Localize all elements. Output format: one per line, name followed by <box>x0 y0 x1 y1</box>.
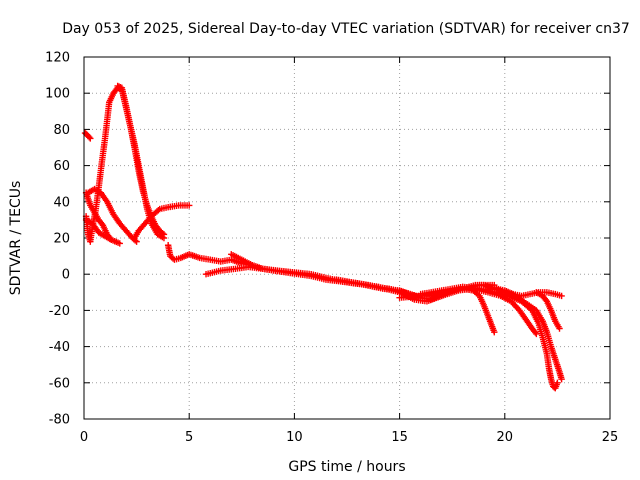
y-tick-label: 60 <box>53 159 70 174</box>
series-track-14 <box>484 283 565 300</box>
data-point <box>532 329 539 336</box>
data-point <box>554 379 561 386</box>
data-point <box>556 325 563 332</box>
x-tick-label: 15 <box>391 430 408 445</box>
y-tick-label: -80 <box>49 413 70 428</box>
data-point <box>159 229 166 237</box>
data-point <box>133 238 140 245</box>
y-tick-label: 0 <box>62 268 70 283</box>
y-tick-label: 120 <box>45 51 70 66</box>
series-track-08 <box>164 242 256 269</box>
y-tick-label: -20 <box>49 304 70 319</box>
x-tick-label: 20 <box>497 430 514 445</box>
x-tick-label: 10 <box>286 430 303 445</box>
data-point <box>186 202 193 209</box>
data-point <box>87 135 94 142</box>
data-point <box>558 375 565 383</box>
data-point <box>160 231 168 238</box>
series-track-07 <box>114 82 168 238</box>
data-point <box>86 134 93 141</box>
x-axis-label: GPS time / hours <box>288 459 405 475</box>
y-tick-label: 80 <box>53 123 70 138</box>
series-track-11 <box>333 276 540 338</box>
x-tick-labels: 0 5 10 15 20 25 <box>80 430 618 445</box>
grid <box>84 57 610 419</box>
plot-frame <box>83 56 611 420</box>
chart-title: Day 053 of 2025, Sidereal Day-to-day VTE… <box>62 21 630 37</box>
data-point <box>491 328 498 336</box>
y-tick-label: 100 <box>45 87 70 102</box>
series-track-15 <box>533 289 563 332</box>
x-tick-label: 25 <box>602 430 619 445</box>
data-points <box>81 82 565 392</box>
series-track-13 <box>417 283 561 392</box>
data-point <box>558 292 565 300</box>
data-point <box>155 207 162 214</box>
y-tick-label: -40 <box>49 340 70 355</box>
y-tick-labels: -80 -60 -40 -20 0 20 40 60 80 100 120 <box>45 51 70 428</box>
y-tick-label: 20 <box>53 232 70 247</box>
y-tick-label: -60 <box>49 376 70 391</box>
x-tick-label: 0 <box>80 430 88 445</box>
series-track-04 <box>82 216 123 247</box>
y-tick-label: 40 <box>53 195 70 210</box>
y-axis-label: SDTVAR / TECUs <box>8 181 24 296</box>
series-track-05 <box>85 185 140 245</box>
data-point <box>116 240 123 247</box>
x-tick-label: 5 <box>185 430 193 445</box>
